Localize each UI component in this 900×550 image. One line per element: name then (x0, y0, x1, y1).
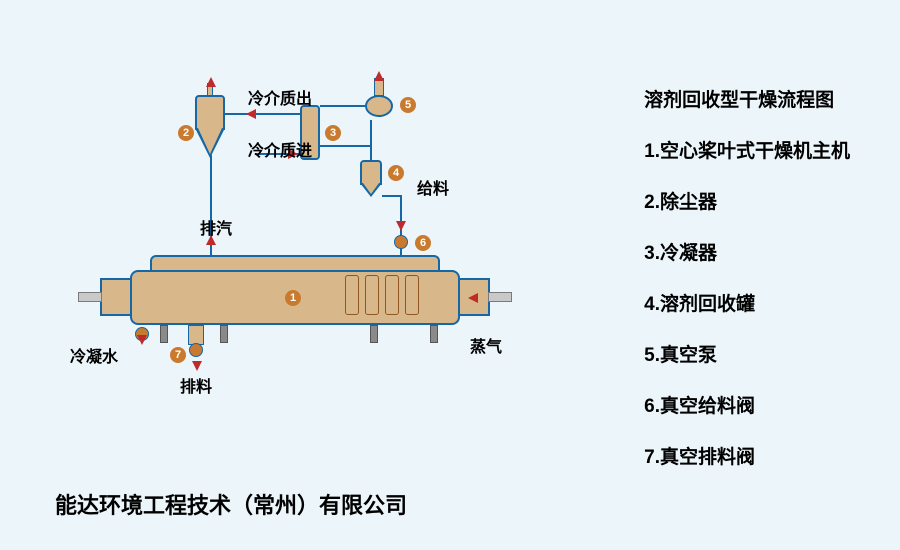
support-foot (370, 325, 378, 343)
arrow-icon (192, 361, 202, 371)
label-coolant-out: 冷介质出 (248, 85, 312, 109)
recovery-tank (360, 160, 382, 185)
badge-2: 2 (178, 125, 194, 141)
support-foot (220, 325, 228, 343)
badge-4: 4 (388, 165, 404, 181)
pipe (320, 145, 370, 147)
arrow-icon (396, 221, 406, 231)
cyclone-body (195, 95, 225, 130)
badge-7: 7 (170, 347, 186, 363)
shaft-right (488, 292, 512, 302)
legend-panel: 溶剂回收型干燥流程图 1.空心桨叶式干燥机主机 2.除尘器 3.冷凝器 4.溶剂… (644, 85, 850, 469)
legend-item-6: 6.真空给料阀 (644, 391, 850, 418)
legend-item-4: 4.溶剂回收罐 (644, 289, 850, 316)
legend-item-1: 1.空心桨叶式干燥机主机 (644, 136, 850, 163)
recovery-tank-cone-fill (363, 183, 379, 194)
label-coolant-in: 冷介质进 (248, 137, 312, 161)
feed-valve (394, 235, 408, 249)
pipe (320, 105, 365, 107)
label-condensate: 冷凝水 (70, 343, 118, 367)
paddle-icon (345, 275, 359, 315)
arrow-icon (246, 109, 256, 119)
badge-6: 6 (415, 235, 431, 251)
legend-title: 溶剂回收型干燥流程图 (644, 85, 850, 112)
pipe (382, 195, 400, 197)
arrow-icon (137, 335, 147, 345)
pipe (370, 120, 372, 160)
discharge-valve (189, 343, 203, 357)
support-foot (160, 325, 168, 343)
support-foot (430, 325, 438, 343)
vacuum-pump-body (365, 95, 393, 117)
badge-1: 1 (285, 290, 301, 306)
arrow-icon (374, 71, 384, 81)
label-discharge: 排料 (180, 373, 212, 397)
legend-item-7: 7.真空排料阀 (644, 442, 850, 469)
shaft-left (78, 292, 102, 302)
dryer-end-left (100, 278, 132, 316)
discharge-port (188, 325, 204, 345)
label-steam: 蒸气 (470, 333, 502, 357)
badge-5: 5 (400, 97, 416, 113)
arrow-icon (468, 293, 478, 303)
company-name: 能达环境工程技术（常州）有限公司 (55, 488, 407, 520)
legend-item-5: 5.真空泵 (644, 340, 850, 367)
label-feed: 给料 (417, 175, 449, 199)
label-exhaust: 排汽 (200, 215, 232, 239)
cyclone-cone-fill (198, 128, 222, 154)
paddle-icon (385, 275, 399, 315)
pipe-coolant-out (255, 113, 300, 115)
legend-item-3: 3.冷凝器 (644, 238, 850, 265)
badge-3: 3 (325, 125, 341, 141)
legend-item-2: 2.除尘器 (644, 187, 850, 214)
paddle-icon (365, 275, 379, 315)
process-diagram: 1 2 3 4 5 6 7 冷介质出 冷介质进 给料 排汽 冷凝水 排料 蒸气 (70, 75, 530, 415)
paddle-icon (405, 275, 419, 315)
arrow-icon (206, 77, 216, 87)
